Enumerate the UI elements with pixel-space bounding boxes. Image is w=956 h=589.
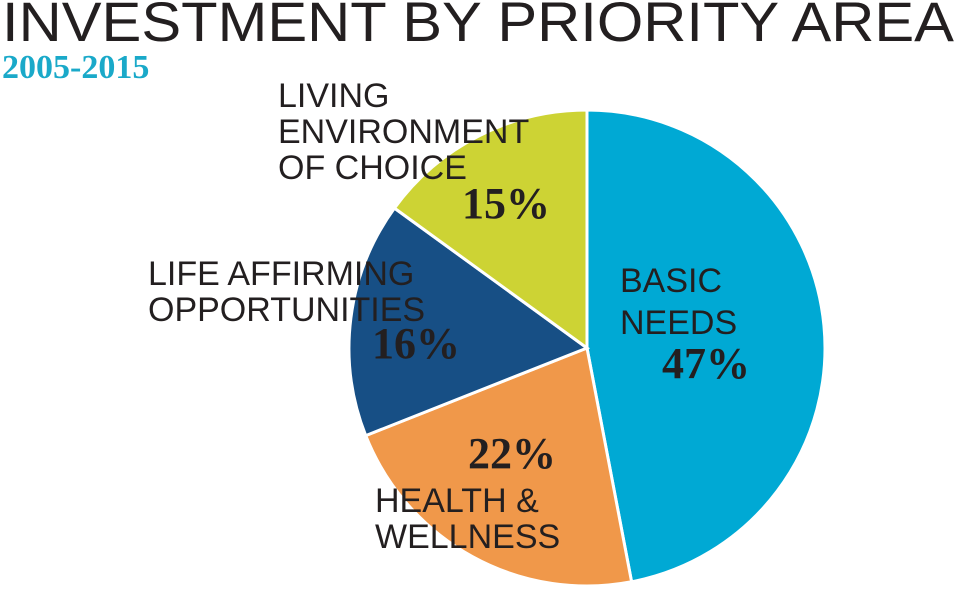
- slice-value-label: 16%: [372, 319, 460, 368]
- slice-value-label: 47%: [662, 339, 750, 388]
- slice-value-label: 15%: [462, 179, 550, 228]
- slice-label: HEALTH & WELLNESS: [375, 482, 560, 556]
- slice-label: LIVING ENVIRONMENT OF CHOICE: [278, 77, 538, 187]
- slice-label: LIFE AFFIRMING OPPORTUNITIES: [148, 255, 425, 329]
- chart-subtitle: 2005-2015: [2, 49, 149, 86]
- pie-slice: [585, 108, 827, 584]
- pie-slice: [392, 108, 589, 351]
- pie-slice: [347, 206, 591, 438]
- slice-label: BASIC NEEDS: [620, 262, 737, 342]
- chart-title: INVESTMENT BY PRIORITY AREA: [2, 0, 955, 53]
- pie-slice: [363, 345, 634, 588]
- slice-value-label: 22%: [468, 429, 556, 478]
- pie: [347, 108, 827, 588]
